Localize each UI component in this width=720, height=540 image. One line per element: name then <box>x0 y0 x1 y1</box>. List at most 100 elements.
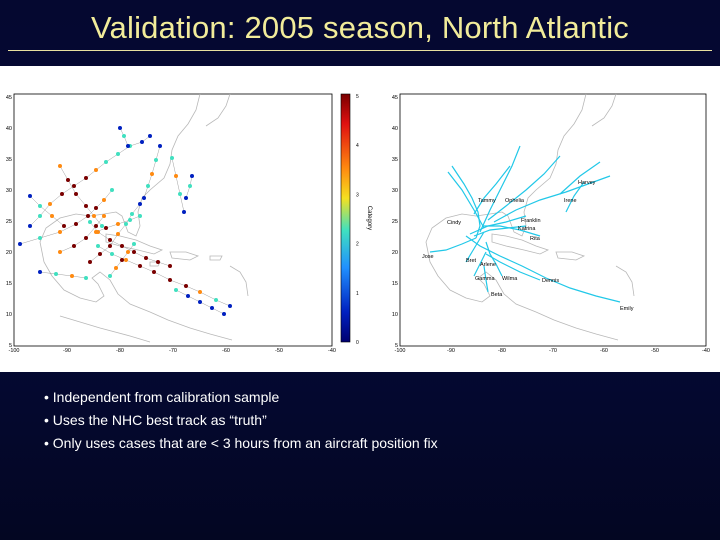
storm-label: Arlene <box>480 262 496 268</box>
storm-label: Wilma <box>502 276 518 282</box>
lon-tick-label: -80 <box>498 348 506 354</box>
track-point <box>156 260 160 264</box>
track-line <box>29 135 151 227</box>
track-point <box>84 276 88 280</box>
lat-tick-label: 40 <box>6 126 12 132</box>
right-lon-ticks: -100 -90 -80 -70 -60 -50 -40 <box>394 348 709 354</box>
title-underline <box>8 50 712 51</box>
track-point <box>174 288 178 292</box>
track-line <box>171 157 185 213</box>
colorbar-tick-label: 5 <box>356 94 359 100</box>
track-point <box>178 192 182 196</box>
right-coastline <box>425 93 635 341</box>
track-point <box>158 144 162 148</box>
track-point <box>116 232 120 236</box>
colorbar-tick-label: 3 <box>356 192 359 198</box>
track-point <box>94 224 98 228</box>
storm-label: Bret <box>466 258 477 264</box>
track-point <box>210 306 214 310</box>
track-point <box>116 152 120 156</box>
storm-label: Emily <box>620 306 634 312</box>
colorbar-tick-label: 0 <box>356 340 359 346</box>
lat-tick-label: 5 <box>9 343 12 349</box>
track-point <box>138 214 142 218</box>
bullet-item: Independent from calibration sample <box>44 386 438 409</box>
track-point <box>126 144 130 148</box>
lon-tick-label: -40 <box>328 348 336 354</box>
track-point <box>170 156 174 160</box>
track-point <box>84 236 88 240</box>
track-line <box>89 221 171 267</box>
track-point <box>186 294 190 298</box>
track-point <box>58 230 62 234</box>
storm-label: Harvey <box>578 180 596 186</box>
storm-label: Jose <box>422 254 434 260</box>
storm-label: Rita <box>530 236 541 242</box>
track-point <box>74 222 78 226</box>
lon-tick-label: -80 <box>116 348 124 354</box>
right-map-frame <box>399 93 707 347</box>
track-point <box>94 168 98 172</box>
lon-tick-label: -40 <box>702 348 710 354</box>
track-point <box>38 236 42 240</box>
bullet-item: Only uses cases that are < 3 hours from … <box>44 432 438 455</box>
track-point <box>108 274 112 278</box>
lon-tick-label: -50 <box>651 348 659 354</box>
left-lon-ticks: -100 -90 -80 -70 -60 -50 -40 <box>8 348 335 354</box>
track-line <box>29 195 65 227</box>
lat-tick-label: 15 <box>6 281 12 287</box>
track-point <box>124 222 128 226</box>
track-point <box>222 312 226 316</box>
lat-tick-label: 35 <box>392 157 398 163</box>
track-point <box>88 220 92 224</box>
track-point <box>198 290 202 294</box>
lon-tick-label: -90 <box>447 348 455 354</box>
track-point <box>214 298 218 302</box>
left-coastline <box>39 93 249 343</box>
colorbar: 5 4 3 2 1 0 Category <box>340 93 372 346</box>
track-line <box>39 271 87 279</box>
track-point <box>154 158 158 162</box>
track-point <box>28 224 32 228</box>
lat-tick-label: 40 <box>392 126 398 132</box>
track-point <box>142 196 146 200</box>
track-point <box>108 244 112 248</box>
lon-tick-label: -70 <box>169 348 177 354</box>
lat-tick-label: 10 <box>392 312 398 318</box>
track-point <box>38 204 42 208</box>
track-point <box>184 196 188 200</box>
lat-tick-label: 35 <box>6 157 12 163</box>
track-point <box>116 222 120 226</box>
track-point <box>86 214 90 218</box>
track-point <box>228 304 232 308</box>
track-point <box>168 264 172 268</box>
track-point <box>98 252 102 256</box>
left-map: 45 40 35 30 25 20 15 10 5 -100 -90 -80 -70 -60 -50 -40 <box>6 93 336 354</box>
track-point <box>126 250 130 254</box>
track-point <box>28 194 32 198</box>
track-point <box>182 210 186 214</box>
track-point <box>148 134 152 138</box>
track-point <box>138 264 142 268</box>
colorbar-tick-label: 1 <box>356 291 359 297</box>
track-point <box>102 198 106 202</box>
track-point <box>120 258 124 262</box>
right-lat-ticks: 45 40 35 30 25 20 15 10 5 <box>392 95 398 349</box>
track-point <box>54 272 58 276</box>
track-point <box>72 184 76 188</box>
storm-label: Beta <box>491 292 503 298</box>
lat-tick-label: 25 <box>392 219 398 225</box>
track-line <box>59 165 103 227</box>
track-point <box>100 224 104 228</box>
track-point <box>190 174 194 178</box>
storm-label: Katrina <box>518 226 536 232</box>
storm-label: Irene <box>564 198 577 204</box>
left-map-frame <box>13 93 333 347</box>
storm-labels: Harvey Irene Tammy Ophelia Franklin Cindy Katr… <box>422 180 634 312</box>
lon-tick-label: -100 <box>394 348 405 354</box>
track-point <box>152 270 156 274</box>
track-point <box>184 284 188 288</box>
storm-label: Franklin <box>521 218 541 224</box>
lon-tick-label: -50 <box>275 348 283 354</box>
